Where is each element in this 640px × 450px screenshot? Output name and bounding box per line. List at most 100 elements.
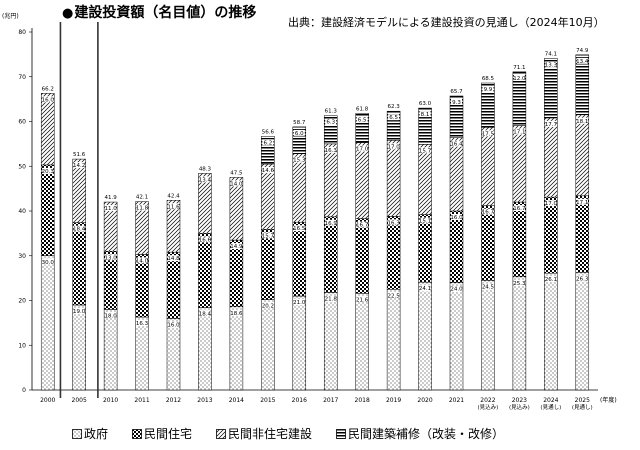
data-label: 15.3 bbox=[293, 158, 306, 164]
bar-segment bbox=[261, 229, 275, 300]
total-label: 41.9 bbox=[104, 195, 117, 201]
bar-segment bbox=[418, 214, 432, 283]
bar-segment bbox=[512, 125, 527, 203]
x-tick-sublabel: (見込み) bbox=[478, 403, 499, 411]
x-tick-label: 2021 bbox=[449, 397, 464, 404]
bar-segment bbox=[135, 201, 149, 255]
bar-segment bbox=[72, 304, 86, 391]
bar-segment bbox=[40, 93, 55, 166]
x-tick-label: 2024 bbox=[543, 397, 558, 404]
bar-segment bbox=[481, 205, 495, 281]
total-label: 66.2 bbox=[42, 86, 54, 92]
bar-segment bbox=[481, 127, 495, 206]
data-label-bg bbox=[356, 296, 368, 303]
x-tick-sublabel: (見込み) bbox=[509, 403, 530, 411]
data-label-bg bbox=[168, 255, 179, 262]
data-label: 24.1 bbox=[419, 286, 431, 292]
data-label-bg bbox=[388, 219, 400, 226]
data-label: 16.0 bbox=[167, 322, 180, 328]
data-label: 11.8 bbox=[136, 206, 149, 212]
data-label: 17.1 bbox=[576, 200, 588, 206]
data-label-bg bbox=[230, 180, 242, 187]
bar-segment bbox=[72, 158, 86, 223]
bar-segment bbox=[386, 216, 401, 290]
data-label-bg bbox=[42, 167, 54, 174]
y-tick-label: 50 bbox=[18, 163, 26, 170]
data-label: 17.5 bbox=[482, 131, 495, 137]
bar-segment bbox=[512, 276, 527, 391]
x-tick-label: 2016 bbox=[292, 397, 307, 404]
x-tick-label: 2005 bbox=[72, 397, 87, 404]
x-tick-label: 2000 bbox=[40, 397, 55, 404]
data-label: 18.0 bbox=[104, 313, 117, 319]
bar-segment bbox=[449, 210, 464, 283]
bar-segment bbox=[261, 299, 275, 391]
bar-segment bbox=[512, 201, 527, 278]
data-label-bg bbox=[513, 205, 525, 212]
data-label: 21.0 bbox=[293, 300, 306, 306]
x-tick-label: 2015 bbox=[260, 397, 275, 404]
data-label: 13.0 bbox=[104, 255, 117, 261]
chart-source: 出典：建設経済モデルによる建設投資の見通し（2024年10月） bbox=[288, 16, 605, 29]
data-label: 16.7 bbox=[482, 210, 495, 216]
data-label-bg bbox=[356, 116, 368, 123]
data-label-bg bbox=[545, 276, 557, 283]
data-label-bg bbox=[293, 129, 305, 136]
data-label-bg bbox=[419, 147, 431, 154]
bar-segment bbox=[575, 195, 590, 273]
data-label: 18.4 bbox=[73, 227, 86, 233]
y-tick-label: 0 bbox=[22, 387, 26, 394]
y-unit-label: (兆円) bbox=[2, 12, 19, 20]
data-label: 16.0 bbox=[42, 97, 55, 103]
data-label-bg bbox=[419, 217, 431, 224]
data-label: 16.7 bbox=[513, 206, 526, 212]
data-label-bg bbox=[105, 205, 117, 212]
bar-segment bbox=[449, 137, 464, 212]
data-label: 6.5 bbox=[389, 115, 398, 121]
data-label: 13.3 bbox=[545, 62, 558, 68]
bar-segment bbox=[481, 280, 495, 391]
data-label-bg bbox=[576, 198, 588, 205]
data-label-bg bbox=[356, 145, 368, 152]
data-label-bg bbox=[168, 203, 179, 210]
data-label: 17.0 bbox=[356, 147, 369, 153]
bar-segment bbox=[575, 272, 590, 391]
data-label-bg bbox=[230, 243, 242, 250]
total-label: 63.0 bbox=[419, 101, 432, 107]
data-label-bg bbox=[293, 299, 305, 306]
data-label: 21.8 bbox=[325, 296, 338, 302]
data-label-bg bbox=[482, 208, 494, 215]
bar-segment bbox=[512, 71, 527, 126]
bar-segment bbox=[40, 255, 55, 391]
x-tick-label: 2013 bbox=[197, 397, 212, 404]
data-label-bg bbox=[105, 254, 117, 261]
total-label: 42.4 bbox=[167, 193, 180, 199]
title-bullet: ● bbox=[62, 6, 74, 21]
data-label-bg bbox=[325, 295, 337, 302]
data-label: 13.4 bbox=[576, 59, 589, 65]
legend-swatch bbox=[336, 428, 346, 439]
data-label: 6.0 bbox=[295, 131, 304, 137]
data-label: 16.3 bbox=[136, 321, 149, 327]
bar-segment bbox=[323, 292, 338, 391]
x-tick-label: 2011 bbox=[134, 397, 149, 404]
data-label-bg bbox=[388, 143, 400, 150]
data-label-bg bbox=[356, 221, 368, 228]
data-label-bg bbox=[136, 320, 148, 327]
axis-layer: 0 10 20 30 40 50 60 70 80 (兆円) (年度) 2000 2005 2010 201… bbox=[2, 12, 617, 411]
data-label: 6.5 bbox=[358, 117, 367, 123]
data-label: 26.1 bbox=[545, 277, 557, 283]
data-label: 17.0 bbox=[545, 201, 558, 207]
legend-swatch bbox=[72, 428, 82, 439]
bar-segment bbox=[418, 144, 432, 215]
data-label-bg bbox=[230, 309, 242, 316]
data-label: 18.4 bbox=[199, 312, 212, 318]
data-label: 16.4 bbox=[450, 142, 463, 148]
legend: 政府 民間住宅 民間非住宅建設 民間建築補修（改装・改修） bbox=[72, 425, 528, 442]
data-label: 9.9 bbox=[484, 87, 493, 93]
data-label: 20.3 bbox=[42, 169, 55, 175]
bar-segment bbox=[103, 309, 118, 391]
bar-segment bbox=[449, 282, 464, 391]
legend-item: 民間住宅 bbox=[132, 425, 192, 442]
bar-segment bbox=[355, 142, 369, 219]
